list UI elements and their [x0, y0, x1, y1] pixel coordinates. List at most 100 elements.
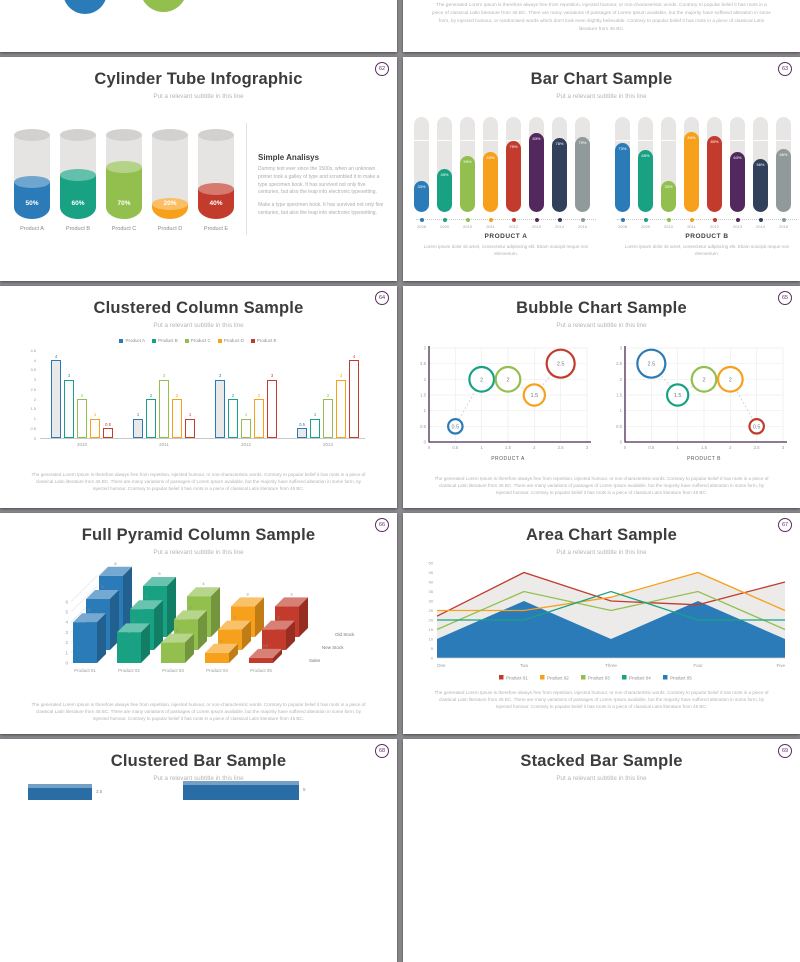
cylinder-tube-top [152, 129, 188, 141]
slide-number-badge: 65 [778, 291, 792, 305]
bar-percent-label: 33% [417, 184, 426, 189]
y-tick-label: 2 [33, 396, 36, 402]
column-bar [241, 418, 251, 438]
legend-swatch [119, 338, 124, 343]
slide-68-clustered-bar-sample: 68 Clustered Bar Sample Put a relevant s… [0, 739, 397, 962]
year-label: 2013 [733, 224, 742, 229]
svg-text:3: 3 [246, 591, 249, 596]
cylinder-category-label: Product B [65, 226, 91, 232]
column-bar [146, 399, 156, 438]
area-fill-product-05 [437, 601, 785, 658]
svg-text:Product 03: Product 03 [162, 668, 184, 673]
value-label: 0.5 [299, 421, 305, 427]
svg-text:0.5: 0.5 [648, 445, 654, 450]
axis-dot [781, 217, 786, 222]
cylinder-fill [106, 167, 142, 219]
svg-text:Product 04: Product 04 [629, 675, 651, 680]
year-label: 2014 [756, 224, 765, 229]
svg-text:40: 40 [429, 580, 434, 585]
bar-fill [638, 150, 653, 212]
bar-percent-label: 75% [509, 144, 518, 149]
column-bar [77, 399, 87, 438]
slide-number-badge: 68 [375, 744, 389, 758]
svg-text:1: 1 [676, 445, 679, 450]
column-bar [267, 379, 277, 438]
cylinder-fill [60, 175, 96, 219]
slide-subtitle: Put a relevant subtitle in this line [556, 775, 647, 782]
bar3d-new-stock-4: 2 [218, 615, 251, 650]
svg-text:Product 03: Product 03 [588, 675, 610, 680]
y-tick-label: 4.5 [30, 347, 36, 353]
value-label: 4 [352, 353, 356, 359]
axis-dot [580, 217, 585, 222]
area-line-product-02 [437, 571, 786, 612]
slide-title: Bubble Chart Sample [516, 299, 687, 317]
slide-title: Area Chart Sample [525, 526, 678, 544]
svg-text:1.5: 1.5 [505, 445, 511, 450]
clustered-bar-chart-fragment: 3.5 5 [0, 739, 397, 962]
svg-text:2: 2 [729, 445, 732, 450]
svg-text:0: 0 [431, 656, 434, 661]
bar-fill [575, 137, 590, 212]
svg-text:0.5: 0.5 [616, 424, 622, 429]
year-label: 2013 [532, 224, 541, 229]
value-label: 2 [231, 392, 235, 398]
svg-text:2: 2 [277, 615, 280, 620]
year-label: 2014 [555, 224, 564, 229]
svg-text:1.5: 1.5 [701, 445, 707, 450]
area-line-product-04 [437, 590, 785, 621]
bubble-point [716, 365, 744, 393]
bubble-point [690, 365, 718, 393]
svg-text:0: 0 [428, 445, 431, 450]
slide-subtitle: Put a relevant subtitle in this line [153, 93, 244, 100]
cylinder-fill-top [60, 169, 96, 181]
bubble-value-label: 1.5 [531, 393, 539, 399]
value-label: 2 [257, 392, 261, 398]
svg-text:6: 6 [65, 599, 68, 604]
bar3d-sales-4: 1 [205, 638, 238, 663]
bar-track-seam [661, 140, 676, 141]
body-paragraph: The generated Lorem Ipsum is therefore a… [431, 3, 771, 32]
svg-text:2.5: 2.5 [420, 361, 426, 366]
decorative-circle-green [140, 0, 187, 12]
svg-text:Sales: Sales [309, 658, 321, 663]
bubble-point [748, 418, 765, 435]
bubble-point [522, 383, 547, 407]
bar-percent-label: 66% [779, 152, 788, 157]
svg-text:3: 3 [132, 617, 135, 622]
year-label: 2011 [486, 224, 495, 229]
bubble-chart-b: 00 0.5 0.5 1 1 1.5 1.5 2 2 2.5 2.5 3 3 2.5 1.5 2 2 0.5 PRO… [616, 346, 787, 462]
cylinder-fill [14, 182, 50, 219]
legend-item: Product A [119, 338, 145, 343]
bar-percent-label: 33% [664, 184, 673, 189]
svg-text:2.5: 2.5 [616, 361, 622, 366]
slide-subtitle: Put a relevant subtitle in this line [556, 93, 647, 100]
cylinder-fill-top [152, 198, 188, 210]
chart-caption: The generated Lorem Ipsum is therefore a… [31, 472, 366, 491]
cylinder-percent-label: 60% [71, 200, 85, 207]
column-bar [185, 418, 195, 438]
cylinder-percent-label: 20% [163, 200, 177, 207]
area-line-product-03 [436, 590, 786, 631]
year-label: 2009 [440, 224, 449, 229]
bubble-value-label: 0.5 [753, 424, 761, 430]
slide-65-bubble-chart-sample: 65 Bubble Chart Sample Put a relevant su… [403, 286, 800, 508]
bar-track-seam [483, 140, 498, 141]
slide-60-circles-partial [0, 0, 397, 52]
bubble-point [447, 418, 464, 435]
svg-text:Product 01: Product 01 [74, 668, 96, 673]
bar-track-seam [730, 140, 745, 141]
svg-text:5: 5 [431, 646, 434, 651]
svg-text:0: 0 [624, 445, 627, 450]
year-label: 2015 [578, 224, 587, 229]
value-label: 1 [244, 412, 248, 417]
svg-text:5: 5 [158, 571, 161, 576]
bar-fill [684, 132, 699, 212]
bar-percent-label: 79% [578, 140, 587, 145]
svg-text:3: 3 [65, 630, 68, 635]
column-bar [323, 399, 333, 438]
svg-text:0: 0 [424, 440, 427, 445]
cylinder-tube-top [198, 129, 234, 141]
bar-percent-label: 84% [687, 135, 696, 140]
svg-text:1: 1 [620, 408, 623, 413]
